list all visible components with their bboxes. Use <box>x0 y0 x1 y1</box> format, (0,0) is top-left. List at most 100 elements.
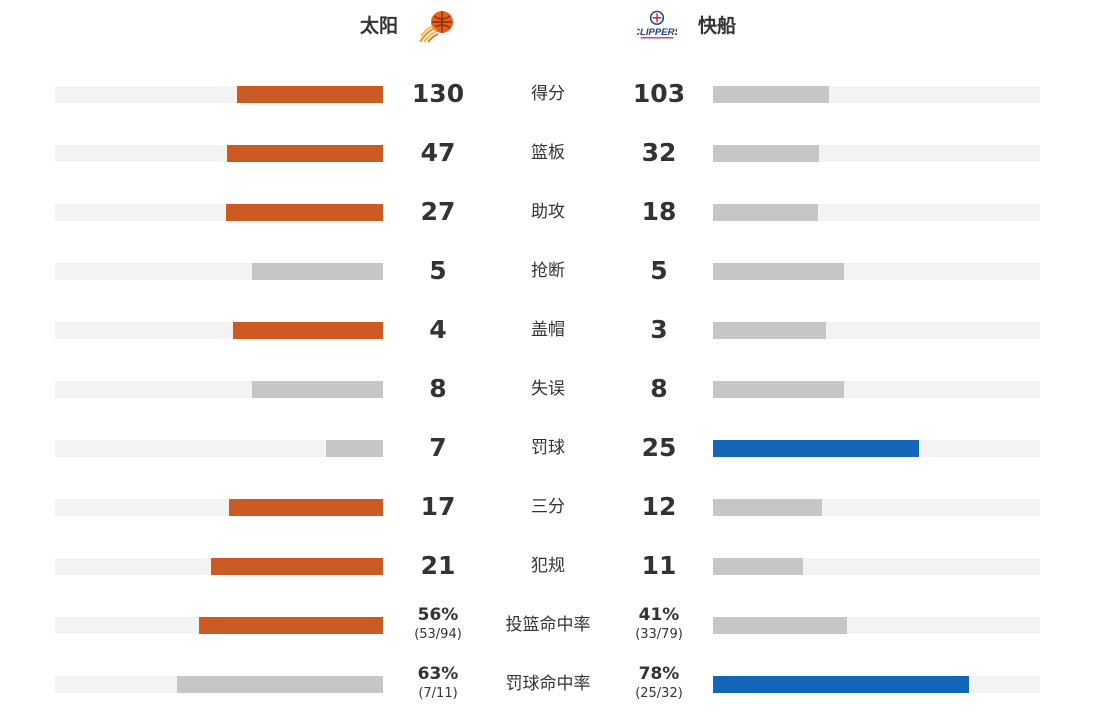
away-value-text: 5 <box>650 256 668 285</box>
stats-comparison-table: 130 得分 103 47 篮板 32 27 助攻 18 5 抢断 5 4 盖帽 3 8 失误 8 7 罚球 25 17 三… <box>0 64 1096 713</box>
home-stat-bar-track <box>55 86 383 103</box>
home-value-text: 21 <box>420 551 456 580</box>
away-stat-bar <box>713 145 819 162</box>
away-stat-value: 78% (25/32) <box>609 663 709 703</box>
home-stat-detail: (7/11) <box>418 686 458 701</box>
home-value-text: 130 <box>411 79 465 108</box>
stat-label: 盖帽 <box>531 320 565 340</box>
home-stat-value: 130 <box>388 78 488 110</box>
stat-label: 罚球命中率 <box>505 674 591 694</box>
team-header: 太阳 CLIPPERS 快船 <box>0 0 1096 60</box>
away-stat-value: 18 <box>609 196 709 228</box>
home-stat-bar <box>326 440 383 457</box>
stat-label: 得分 <box>531 84 565 104</box>
away-value-text: 41% <box>638 605 680 625</box>
stat-row: 47 篮板 32 <box>0 123 1096 182</box>
away-stat-value: 12 <box>609 491 709 523</box>
away-value-text: 8 <box>650 374 668 403</box>
clippers-logo-icon[interactable]: CLIPPERS <box>637 8 677 44</box>
home-team-name[interactable]: 太阳 <box>359 15 398 37</box>
stat-row: 27 助攻 18 <box>0 182 1096 241</box>
away-stat-value: 25 <box>609 432 709 464</box>
home-value-text: 8 <box>429 374 447 403</box>
home-stat-bar-track <box>55 676 383 693</box>
home-stat-bar-track <box>55 381 383 398</box>
away-stat-bar-track <box>713 204 1040 221</box>
away-value-text: 11 <box>641 551 677 580</box>
home-stat-bar <box>252 381 383 398</box>
away-stat-bar <box>713 322 826 339</box>
home-stat-bar-track <box>55 499 383 516</box>
home-value-text: 63% <box>417 664 459 684</box>
home-stat-bar <box>211 558 383 575</box>
away-stat-bar-track <box>713 263 1040 280</box>
stat-row: 4 盖帽 3 <box>0 300 1096 359</box>
home-value-text: 17 <box>420 492 456 521</box>
away-team-name[interactable]: 快船 <box>698 15 737 37</box>
home-stat-value: 63% (7/11) <box>388 663 488 703</box>
stat-row: 7 罚球 25 <box>0 418 1096 477</box>
home-value-text: 7 <box>429 433 447 462</box>
away-stat-bar-track <box>713 381 1040 398</box>
home-stat-value: 7 <box>388 432 488 464</box>
away-stat-value: 3 <box>609 314 709 346</box>
stat-label: 抢断 <box>531 261 565 281</box>
home-stat-value: 5 <box>388 255 488 287</box>
away-stat-bar <box>713 558 803 575</box>
away-value-text: 78% <box>638 664 680 684</box>
home-value-text: 27 <box>420 197 456 226</box>
away-value-text: 12 <box>641 492 677 521</box>
home-stat-bar-track <box>55 440 383 457</box>
svg-text:CLIPPERS: CLIPPERS <box>637 27 677 38</box>
away-stat-bar <box>713 86 829 103</box>
away-stat-value: 8 <box>609 373 709 405</box>
home-stat-detail: (53/94) <box>414 627 462 642</box>
away-value-text: 32 <box>641 138 677 167</box>
home-value-text: 5 <box>429 256 447 285</box>
away-stat-value: 103 <box>609 78 709 110</box>
home-stat-bar <box>229 499 383 516</box>
stat-label: 犯规 <box>531 556 565 576</box>
away-stat-bar-track <box>713 440 1040 457</box>
away-stat-bar-track <box>713 617 1040 634</box>
home-stat-bar <box>252 263 383 280</box>
away-stat-bar-track <box>713 322 1040 339</box>
home-stat-value: 17 <box>388 491 488 523</box>
stat-row: 56% (53/94) 投篮命中率 41% (33/79) <box>0 595 1096 654</box>
stat-row: 5 抢断 5 <box>0 241 1096 300</box>
stat-row: 21 犯规 11 <box>0 536 1096 595</box>
home-stat-bar <box>227 145 383 162</box>
home-stat-bar-track <box>55 145 383 162</box>
home-stat-bar-track <box>55 617 383 634</box>
away-stat-bar-track <box>713 499 1040 516</box>
away-stat-bar-track <box>713 676 1040 693</box>
away-stat-bar <box>713 440 919 457</box>
away-stat-bar-track <box>713 558 1040 575</box>
stat-row: 63% (7/11) 罚球命中率 78% (25/32) <box>0 654 1096 713</box>
home-stat-value: 47 <box>388 137 488 169</box>
away-stat-detail: (33/79) <box>635 627 683 642</box>
away-stat-value: 5 <box>609 255 709 287</box>
stat-row: 17 三分 12 <box>0 477 1096 536</box>
stat-label: 罚球 <box>531 438 565 458</box>
away-stat-bar <box>713 617 847 634</box>
away-stat-bar <box>713 204 818 221</box>
away-value-text: 25 <box>641 433 677 462</box>
away-stat-detail: (25/32) <box>635 686 683 701</box>
stat-label: 投篮命中率 <box>505 615 591 635</box>
home-stat-value: 56% (53/94) <box>388 604 488 644</box>
suns-logo-icon[interactable] <box>418 8 458 44</box>
home-stat-bar <box>233 322 383 339</box>
home-stat-bar-track <box>55 263 383 280</box>
home-value-text: 56% <box>417 605 459 625</box>
stat-label: 三分 <box>531 497 565 517</box>
home-stat-value: 27 <box>388 196 488 228</box>
home-value-text: 4 <box>429 315 447 344</box>
home-stat-bar-track <box>55 322 383 339</box>
home-stat-bar <box>226 204 383 221</box>
away-value-text: 3 <box>650 315 668 344</box>
away-stat-bar-track <box>713 145 1040 162</box>
home-stat-value: 8 <box>388 373 488 405</box>
away-stat-bar <box>713 676 969 693</box>
stat-label: 助攻 <box>531 202 565 222</box>
